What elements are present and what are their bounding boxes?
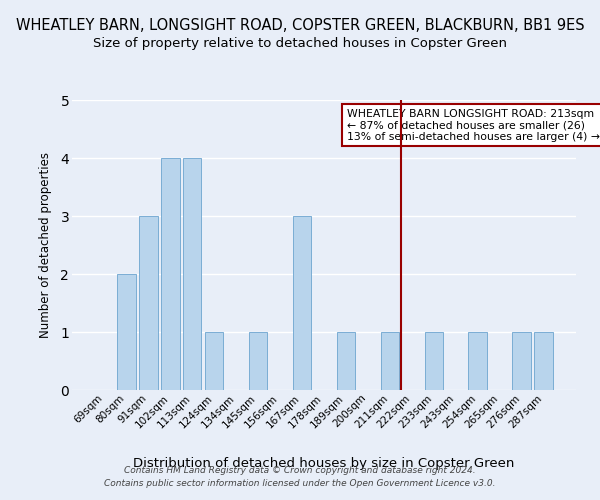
- Bar: [205, 332, 223, 390]
- Text: WHEATLEY BARN LONGSIGHT ROAD: 213sqm
← 87% of detached houses are smaller (26)
1: WHEATLEY BARN LONGSIGHT ROAD: 213sqm ← 8…: [347, 108, 599, 142]
- Bar: [469, 332, 487, 390]
- Text: Contains HM Land Registry data © Crown copyright and database right 2024.
Contai: Contains HM Land Registry data © Crown c…: [104, 466, 496, 487]
- Bar: [139, 216, 158, 390]
- Bar: [380, 332, 399, 390]
- Bar: [337, 332, 355, 390]
- Bar: [249, 332, 268, 390]
- Bar: [183, 158, 202, 390]
- Bar: [117, 274, 136, 390]
- Bar: [535, 332, 553, 390]
- Text: Size of property relative to detached houses in Copster Green: Size of property relative to detached ho…: [93, 38, 507, 51]
- Bar: [512, 332, 531, 390]
- Y-axis label: Number of detached properties: Number of detached properties: [39, 152, 52, 338]
- Bar: [293, 216, 311, 390]
- X-axis label: Distribution of detached houses by size in Copster Green: Distribution of detached houses by size …: [133, 458, 515, 470]
- Bar: [161, 158, 179, 390]
- Text: WHEATLEY BARN, LONGSIGHT ROAD, COPSTER GREEN, BLACKBURN, BB1 9ES: WHEATLEY BARN, LONGSIGHT ROAD, COPSTER G…: [16, 18, 584, 32]
- Bar: [425, 332, 443, 390]
